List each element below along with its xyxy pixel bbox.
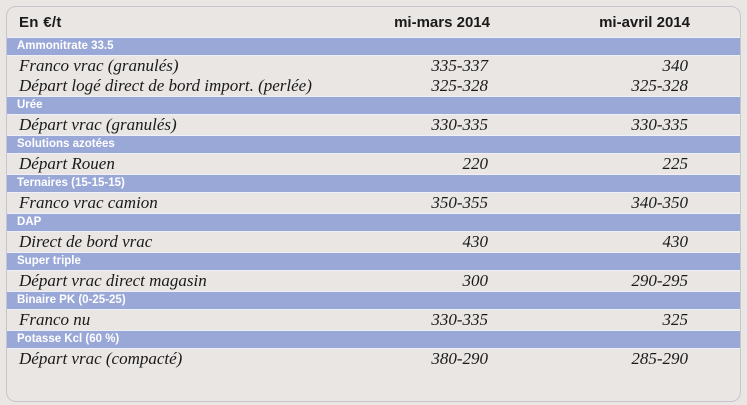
column-header-mid-march: mi-mars 2014 bbox=[394, 14, 490, 31]
row-label: Franco vrac camion bbox=[19, 193, 158, 212]
row-label: Départ vrac (granulés) bbox=[19, 115, 177, 134]
category-header: DAP bbox=[7, 213, 740, 232]
table-row: Direct de bord vrac 430 430 bbox=[7, 232, 740, 252]
value-mid-april: 285-290 bbox=[631, 349, 688, 368]
unit-header: En €/t bbox=[19, 14, 62, 31]
table-row: Départ logé direct de bord import. (perl… bbox=[7, 76, 740, 96]
row-label: Direct de bord vrac bbox=[19, 232, 153, 251]
table-row: Départ Rouen 220 225 bbox=[7, 154, 740, 174]
value-mid-april: 290-295 bbox=[631, 271, 688, 290]
table-row: Franco vrac (granulés) 335-337 340 bbox=[7, 56, 740, 76]
value-mid-april: 325 bbox=[662, 310, 689, 329]
table-row: Départ vrac (granulés) 330-335 330-335 bbox=[7, 115, 740, 135]
value-mid-april: 340 bbox=[662, 56, 689, 75]
row-label: Franco nu bbox=[19, 310, 91, 329]
row-label: Franco vrac (granulés) bbox=[19, 56, 179, 75]
value-mid-april: 340-350 bbox=[631, 193, 688, 212]
value-mid-march: 220 bbox=[462, 154, 489, 173]
row-label: Départ vrac direct magasin bbox=[19, 271, 207, 290]
table-row: Franco vrac camion 350-355 340-350 bbox=[7, 193, 740, 213]
table-row: Départ vrac direct magasin 300 290-295 bbox=[7, 271, 740, 291]
category-header: Urée bbox=[7, 96, 740, 115]
category-header: Ternaires (15-15-15) bbox=[7, 174, 740, 193]
value-mid-april: 330-335 bbox=[631, 115, 688, 134]
table-body: Ammonitrate 33.5 Franco vrac (granulés) … bbox=[7, 37, 740, 369]
column-header-mid-april: mi-avril 2014 bbox=[599, 14, 690, 31]
value-mid-april: 325-328 bbox=[631, 76, 688, 95]
row-label: Départ logé direct de bord import. (perl… bbox=[19, 76, 312, 95]
price-table: En €/t mi-mars 2014 mi-avril 2014 Ammoni… bbox=[6, 6, 741, 402]
value-mid-march: 380-290 bbox=[431, 349, 488, 368]
value-mid-march: 325-328 bbox=[431, 76, 488, 95]
category-header: Super triple bbox=[7, 252, 740, 271]
value-mid-march: 350-355 bbox=[431, 193, 488, 212]
value-mid-march: 300 bbox=[462, 271, 489, 290]
category-header: Potasse Kcl (60 %) bbox=[7, 330, 740, 349]
table-row: Franco nu 330-335 325 bbox=[7, 310, 740, 330]
category-header: Ammonitrate 33.5 bbox=[7, 37, 740, 56]
category-header: Solutions azotées bbox=[7, 135, 740, 154]
value-mid-april: 430 bbox=[662, 232, 689, 251]
row-label: Départ vrac (compacté) bbox=[19, 349, 183, 368]
value-mid-march: 330-335 bbox=[431, 310, 488, 329]
value-mid-march: 335-337 bbox=[431, 56, 488, 75]
table-row: Départ vrac (compacté) 380-290 285-290 bbox=[7, 349, 740, 369]
value-mid-april: 225 bbox=[662, 154, 689, 173]
value-mid-march: 430 bbox=[462, 232, 489, 251]
category-header: Binaire PK (0-25-25) bbox=[7, 291, 740, 310]
row-label: Départ Rouen bbox=[19, 154, 115, 173]
table-header: En €/t mi-mars 2014 mi-avril 2014 bbox=[7, 7, 740, 37]
value-mid-march: 330-335 bbox=[431, 115, 488, 134]
